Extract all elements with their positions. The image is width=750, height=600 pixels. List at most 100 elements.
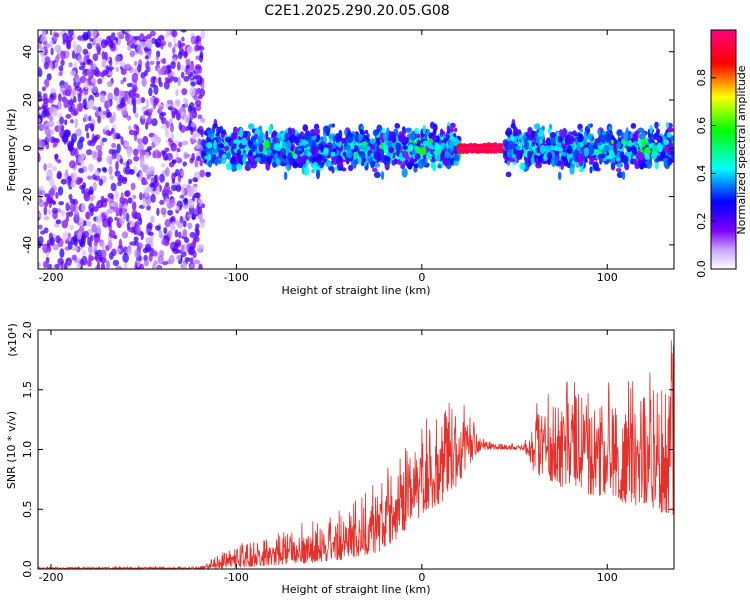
spectrogram-cell <box>205 171 212 178</box>
spectrogram-cell <box>176 249 183 254</box>
spectrogram-cell <box>125 212 130 222</box>
spectrogram-cell <box>504 140 509 151</box>
spectrogram-cell <box>108 230 116 238</box>
spectrogram-cell <box>328 123 332 129</box>
spectrogram-cell <box>133 236 139 243</box>
spectrogram-cell <box>86 42 93 50</box>
spectrogram-cell <box>577 123 583 130</box>
spectrogram-cell <box>266 148 272 157</box>
spectrogram-cell <box>284 132 289 141</box>
spectrogram-cell <box>79 184 83 190</box>
spectrogram-cell <box>83 188 90 198</box>
spectrogram-cell <box>380 148 385 158</box>
spectrogram-cell <box>638 139 642 148</box>
spectrogram-cell <box>198 263 203 269</box>
spectrogram-cell <box>585 147 589 154</box>
spectrogram-cell <box>141 41 146 47</box>
spectrogram-cell <box>136 96 142 105</box>
spectrogram-cell <box>131 96 135 105</box>
spectrogram-cell <box>391 159 396 166</box>
spectrogram-cell <box>83 220 88 226</box>
spectrogram-cell <box>45 122 52 127</box>
spectrogram-cell <box>238 158 244 165</box>
spectrogram-cell <box>519 162 526 171</box>
spectrogram-cell <box>161 66 165 76</box>
spectrogram-cell <box>365 146 372 151</box>
spectrogram-cell <box>364 129 369 135</box>
spectrogram-cell <box>247 140 252 146</box>
spectrogram-cell <box>136 172 140 177</box>
spectrogram-cell <box>204 155 209 160</box>
spectrogram-cell <box>107 80 113 88</box>
spectrogram-cell <box>189 110 194 121</box>
spectrogram-cell <box>46 242 51 248</box>
spectrogram-cell <box>631 144 635 152</box>
spectrogram-cell <box>401 126 406 132</box>
spectrogram-cell <box>297 147 303 152</box>
spectrogram-cell <box>619 151 625 159</box>
spectrogram-cell <box>242 155 247 165</box>
spectrogram-cell <box>49 39 54 47</box>
spectrogram-cell <box>194 44 200 52</box>
spectrogram-cell <box>286 163 291 172</box>
spectrogram-cell <box>121 231 129 239</box>
spectrogram-cell <box>177 51 183 60</box>
spectrogram-cell <box>507 148 513 158</box>
spectrogram-cell <box>170 123 174 133</box>
spectrogram-cell <box>81 255 88 266</box>
spectrogram-cell <box>164 219 171 228</box>
spectrogram-cell <box>92 53 99 62</box>
spectrogram-cell <box>287 127 292 135</box>
spectrogram-cell <box>122 77 127 82</box>
spectrogram-cell <box>188 199 195 209</box>
spectrogram-cell <box>183 50 188 59</box>
spectrogram-cell <box>74 210 80 221</box>
spectrogram-cell <box>194 144 201 150</box>
spectrogram-cell <box>345 157 350 164</box>
spectrogram-cell <box>576 152 584 162</box>
spectrogram-y-tick-label: 40 <box>21 45 34 59</box>
spectrogram-cell <box>59 84 64 94</box>
spectrogram-cell <box>159 199 165 205</box>
spectrogram-cell <box>84 80 89 90</box>
spectrogram-cell <box>300 155 307 165</box>
spectrogram-cell <box>106 155 113 164</box>
spectrogram-cell <box>38 236 44 245</box>
spectrogram-cell <box>549 136 556 145</box>
spectrogram-cell <box>561 133 567 138</box>
figure-title: C2E1.2025.290.20.05.G08 <box>264 3 449 19</box>
spectrogram-cell <box>46 163 53 169</box>
spectrogram-cell <box>420 146 427 156</box>
spectrogram-cell <box>589 166 593 174</box>
spectrogram-cell <box>546 152 553 161</box>
spectrogram-cell <box>97 106 102 112</box>
spectrogram-cell <box>231 131 238 141</box>
spectrogram-cell <box>81 202 86 213</box>
spectrogram-cell <box>547 127 552 135</box>
spectrogram-cell <box>236 163 243 171</box>
spectrogram-cell <box>414 127 420 134</box>
spectrogram-cell <box>344 128 348 136</box>
spectrogram-cell <box>115 265 123 269</box>
spectrogram-cell <box>38 118 41 124</box>
spectrogram-cell <box>130 182 136 191</box>
spectrogram-cell <box>89 99 95 108</box>
spectrogram-cell <box>167 209 174 216</box>
spectrogram-cell <box>182 261 187 269</box>
spectrogram-cell <box>67 85 72 94</box>
spectrogram-cell <box>69 180 77 188</box>
spectrogram-cell <box>146 66 151 73</box>
spectrogram-cell <box>225 162 232 171</box>
spectrogram-cell <box>648 142 654 148</box>
snr-y-tick-label: 2.0 <box>21 321 34 339</box>
spectrogram-cell <box>44 56 51 65</box>
spectrogram-cell <box>287 152 293 162</box>
spectrogram-cell <box>170 133 174 141</box>
spectrogram-cell <box>370 145 375 150</box>
spectrogram-cell <box>280 147 287 156</box>
spectrogram-cell <box>345 149 353 159</box>
spectrogram-cell <box>512 148 517 156</box>
spectrogram-cell <box>38 139 43 149</box>
spectrogram-cell <box>74 246 79 252</box>
spectrogram-cell <box>69 98 74 108</box>
